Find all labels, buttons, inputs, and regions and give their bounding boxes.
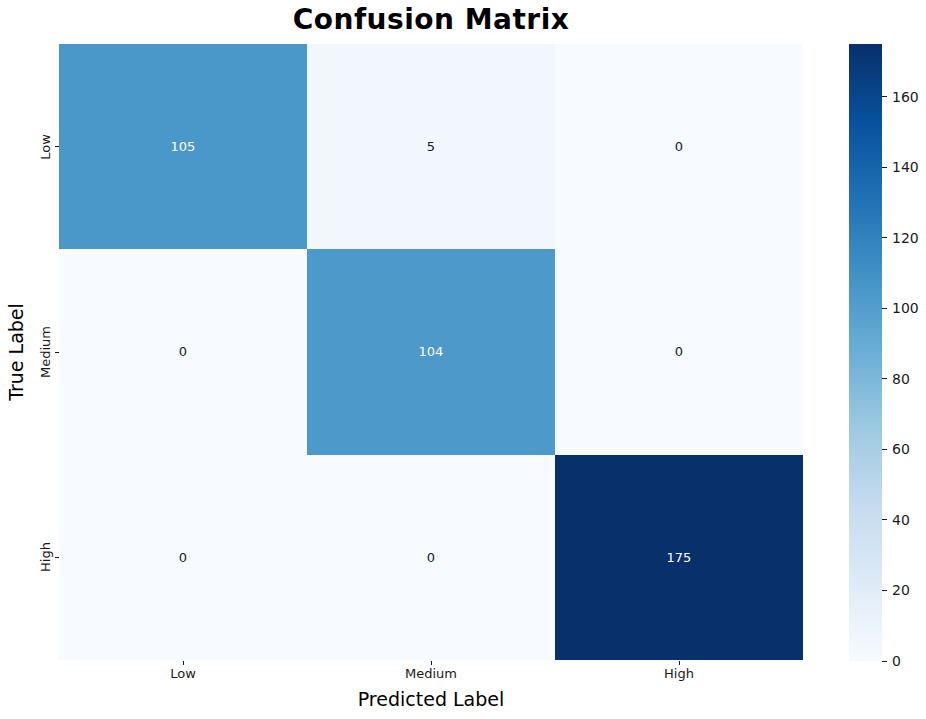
colorbar-tick-label: 120 bbox=[892, 230, 919, 246]
cell-annotation: 5 bbox=[427, 140, 435, 153]
heatmap-cell: 104 bbox=[307, 249, 555, 454]
y-tick-label: High bbox=[38, 542, 53, 572]
colorbar-tick-label: 20 bbox=[892, 582, 910, 598]
colorbar-tick-mark bbox=[882, 237, 887, 238]
heatmap-grid: 105 5 0 0 104 0 0 0 175 bbox=[59, 44, 803, 660]
heatmap-cell: 5 bbox=[307, 44, 555, 249]
tick-mark bbox=[55, 146, 59, 147]
cell-annotation: 105 bbox=[171, 140, 196, 153]
colorbar-tick-label: 140 bbox=[892, 159, 919, 175]
colorbar-tick-mark bbox=[882, 661, 887, 662]
colorbar-tick-mark bbox=[882, 519, 887, 520]
tick-mark bbox=[431, 661, 432, 665]
tick-mark bbox=[55, 352, 59, 353]
colorbar-tick-mark bbox=[882, 167, 887, 168]
cell-annotation: 0 bbox=[179, 551, 187, 564]
colorbar-tick-label: 40 bbox=[892, 512, 910, 528]
y-tick-label: Medium bbox=[38, 326, 53, 378]
colorbar-tick-label: 0 bbox=[892, 653, 901, 669]
tick-mark bbox=[183, 661, 184, 665]
heatmap-cell: 0 bbox=[555, 44, 803, 249]
cell-annotation: 0 bbox=[179, 345, 187, 358]
colorbar-tick-label: 160 bbox=[892, 89, 919, 105]
cell-annotation: 175 bbox=[667, 551, 692, 564]
colorbar bbox=[849, 44, 882, 661]
colorbar-tick-mark bbox=[882, 96, 887, 97]
colorbar-tick-label: 60 bbox=[892, 441, 910, 457]
y-axis-label: True Label bbox=[5, 303, 27, 401]
cell-annotation: 104 bbox=[419, 345, 444, 358]
tick-mark bbox=[679, 661, 680, 665]
x-tick-label: Low bbox=[59, 666, 307, 681]
colorbar-tick-label: 80 bbox=[892, 371, 910, 387]
heatmap-cell: 0 bbox=[59, 455, 307, 660]
x-tick-label: Medium bbox=[307, 666, 555, 681]
colorbar-tick-mark bbox=[882, 308, 887, 309]
heatmap-cell: 175 bbox=[555, 455, 803, 660]
colorbar-tick-mark bbox=[882, 378, 887, 379]
cell-annotation: 0 bbox=[427, 551, 435, 564]
cell-annotation: 0 bbox=[675, 345, 683, 358]
cell-annotation: 0 bbox=[675, 140, 683, 153]
heatmap-cell: 105 bbox=[59, 44, 307, 249]
tick-mark bbox=[55, 557, 59, 558]
heatmap-cell: 0 bbox=[555, 249, 803, 454]
x-tick-label: High bbox=[555, 666, 803, 681]
colorbar-tick-mark bbox=[882, 449, 887, 450]
heatmap-cell: 0 bbox=[59, 249, 307, 454]
colorbar-tick-label: 100 bbox=[892, 300, 919, 316]
y-tick-label: Low bbox=[38, 134, 53, 160]
colorbar-tick-mark bbox=[882, 590, 887, 591]
x-axis-label: Predicted Label bbox=[59, 688, 803, 710]
confusion-matrix-figure: Confusion Matrix True Label 105 5 0 0 104 0 0 0… bbox=[0, 0, 926, 719]
chart-title: Confusion Matrix bbox=[59, 3, 803, 36]
heatmap-cell: 0 bbox=[307, 455, 555, 660]
